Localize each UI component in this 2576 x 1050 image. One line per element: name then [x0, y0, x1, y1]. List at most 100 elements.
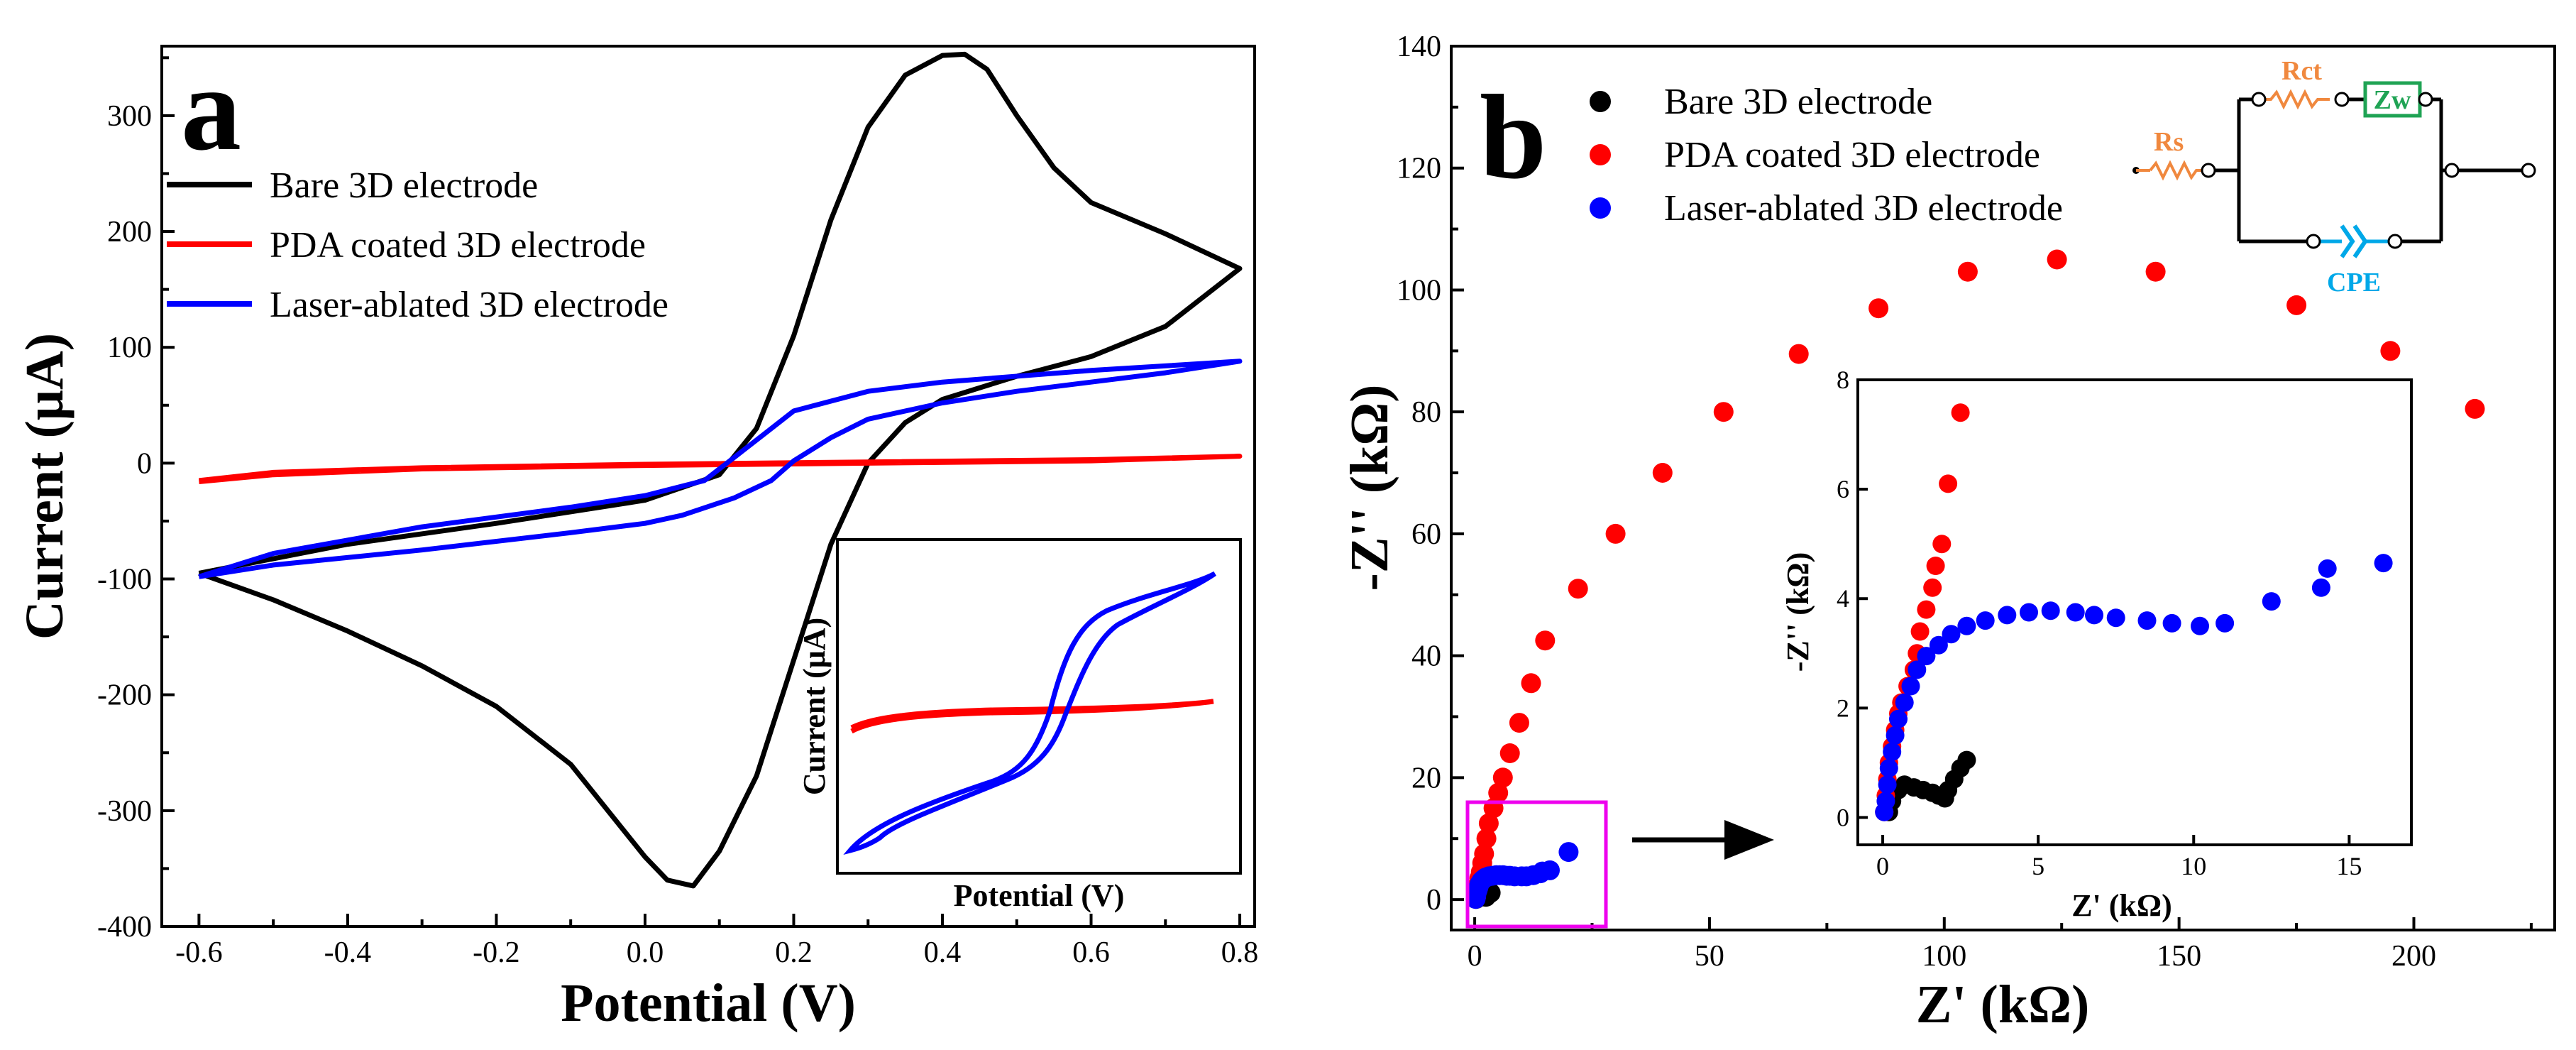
- b-x-tick-label: 0: [1468, 940, 1482, 973]
- panel-b-inset: 0 2 4 6 8 0 5 10 15 Z' (kΩ) -Z'' (kΩ): [1780, 366, 2413, 923]
- inset-laser-cv-curve: [843, 571, 1216, 855]
- panel-b-legend: Bare 3D electrode PDA coated 3D electrod…: [1590, 82, 2063, 229]
- bi-x-tick-label: 15: [2336, 852, 2362, 880]
- eis-point-pda-coated-3d-electrode: [2286, 295, 2307, 315]
- inset-eis-point-pda-coated-3d-electrode: [1910, 622, 1930, 641]
- panel-b-inset-series-group: [1875, 403, 2393, 821]
- eis-point-pda-coated-3d-electrode: [1568, 579, 1588, 599]
- inset-eis-point-laser-ablated-3d-electrode: [2311, 578, 2330, 597]
- panel-b-inset-y-title: -Z'' (kΩ): [1780, 552, 1815, 672]
- rs-label: Rs: [2154, 127, 2184, 157]
- legend-marker-bare-eis: [1590, 91, 1611, 112]
- legend-label-pda-cv: PDA coated 3D electrode: [270, 225, 646, 266]
- legend-label-bare-cv: Bare 3D electrode: [270, 165, 538, 206]
- panel-b-inset-x-title: Z' (kΩ): [2071, 888, 2172, 923]
- eis-point-pda-coated-3d-electrode: [1652, 463, 1673, 483]
- cpe-chevron-2-icon: [2352, 224, 2368, 258]
- inset-eis-point-laser-ablated-3d-electrode: [1895, 693, 1914, 712]
- panel-a-y-axis-title: Current (μA): [15, 333, 75, 640]
- inset-eis-point-laser-ablated-3d-electrode: [2066, 603, 2085, 622]
- b-y-tick-label: 0: [1426, 884, 1441, 917]
- inset-eis-point-laser-ablated-3d-electrode: [2162, 613, 2181, 633]
- b-y-tick-label: 140: [1397, 31, 1441, 63]
- panel-b-inset-x-ticks: 0 5 10 15: [1876, 835, 2362, 880]
- cv-curve-pda-coated-3d-electrode: [199, 454, 1243, 484]
- bi-x-tick-label: 5: [2032, 852, 2044, 880]
- a-x-tick-label: 0.6: [1072, 936, 1110, 969]
- inset-eis-point-laser-ablated-3d-electrode: [1917, 647, 1936, 666]
- legend-marker-laser-eis: [1590, 197, 1611, 219]
- inset-eis-point-pda-coated-3d-electrode: [1923, 578, 1942, 597]
- b-x-tick-label: 50: [1695, 940, 1724, 973]
- inset-eis-point-laser-ablated-3d-electrode: [1901, 677, 1920, 696]
- inset-eis-point-laser-ablated-3d-electrode: [1908, 660, 1927, 679]
- zoom-region-box: [1465, 800, 1608, 929]
- bi-y-tick-label: 6: [1837, 475, 1849, 503]
- panel-b-plot-frame: [1450, 45, 2556, 931]
- eis-point-pda-coated-3d-electrode: [2047, 249, 2067, 270]
- a-y-tick-label: 300: [107, 100, 152, 133]
- b-x-tick-label: 100: [1922, 940, 1966, 973]
- rct-resistor-symbol: [2259, 89, 2330, 110]
- panel-b-y-axis-title: -Z'' (kΩ): [1340, 385, 1399, 591]
- panel-a-x-axis-ticks: -0.6 -0.4 -0.2 0.0 0.2 0.4 0.6 0.8: [175, 914, 1258, 969]
- bi-y-tick-label: 0: [1837, 803, 1849, 831]
- b-y-tick-label: 80: [1411, 396, 1441, 429]
- inset-eis-point-laser-ablated-3d-electrode: [1998, 606, 2017, 625]
- inset-eis-point-laser-ablated-3d-electrode: [2216, 613, 2235, 633]
- panel-a-x-axis-title: Potential (V): [561, 973, 856, 1033]
- panel-a-inset-y-title: Current (μA): [797, 618, 832, 795]
- bi-y-tick-label: 2: [1837, 694, 1849, 722]
- panel-a-inset-x-title: Potential (V): [954, 878, 1125, 913]
- eis-point-pda-coated-3d-electrode: [1499, 743, 1520, 763]
- a-y-tick-label: 100: [107, 332, 152, 364]
- legend-label-laser-eis: Laser-ablated 3D electrode: [1664, 188, 2063, 229]
- panel-a-series-group: [198, 51, 1243, 889]
- panel-a-cv-chart: -400 -300 -200 -100 0 100 200 300 -0.6 -0.4 -0.2 0…: [15, 42, 1258, 1033]
- inset-eis-point-laser-ablated-3d-electrode: [2374, 554, 2393, 573]
- inset-eis-point-laser-ablated-3d-electrode: [2106, 608, 2125, 628]
- b-x-tick-label: 200: [2391, 940, 2436, 973]
- b-y-tick-label: 60: [1411, 518, 1441, 551]
- inset-eis-point-pda-coated-3d-electrode: [1932, 535, 1952, 554]
- inset-eis-point-bare-3d-electrode: [1957, 750, 1976, 770]
- inset-eis-point-laser-ablated-3d-electrode: [1883, 743, 1902, 761]
- inset-eis-point-laser-ablated-3d-electrode: [2020, 603, 2038, 622]
- panel-a-plot-frame: [160, 45, 1256, 928]
- eis-point-pda-coated-3d-electrode: [1713, 402, 1734, 422]
- eis-point-pda-coated-3d-electrode: [2465, 398, 2485, 419]
- rs-resistor-symbol: [2149, 160, 2208, 181]
- a-x-tick-label: -0.4: [324, 936, 372, 969]
- a-x-tick-label: 0.0: [627, 936, 664, 969]
- a-x-tick-label: -0.6: [175, 936, 223, 969]
- panel-b-x-axis-title: Z' (kΩ): [1916, 975, 2090, 1034]
- inset-eis-point-laser-ablated-3d-electrode: [1929, 635, 1948, 655]
- a-x-tick-label: 0.8: [1221, 936, 1259, 969]
- panel-b-letter: b: [1480, 70, 1547, 204]
- a-y-tick-label: 200: [107, 216, 152, 248]
- panel-b-x-axis-ticks: 0 50 100 150 200: [1468, 917, 2533, 973]
- b-y-tick-label: 120: [1397, 153, 1441, 185]
- inset-pda-cv-curve: [850, 699, 1214, 734]
- inset-eis-point-laser-ablated-3d-electrode: [2085, 606, 2103, 625]
- cv-curve-laser-ablated-3d-electrode: [198, 359, 1243, 579]
- inset-eis-point-laser-ablated-3d-electrode: [1889, 709, 1908, 728]
- eis-point-pda-coated-3d-electrode: [1788, 344, 1809, 364]
- cv-curve-bare-3d-electrode: [198, 51, 1243, 889]
- cpe-chevron-1-icon: [2340, 224, 2355, 258]
- eis-point-pda-coated-3d-electrode: [1478, 813, 1499, 833]
- eis-point-pda-coated-3d-electrode: [1492, 767, 1513, 788]
- inset-eis-point-laser-ablated-3d-electrode: [2041, 601, 2060, 620]
- b-y-tick-label: 100: [1397, 274, 1441, 307]
- b-x-tick-label: 150: [2157, 940, 2201, 973]
- bi-x-tick-label: 0: [1876, 852, 1889, 880]
- eis-point-pda-coated-3d-electrode: [1474, 843, 1495, 864]
- inset-eis-point-laser-ablated-3d-electrode: [1976, 611, 1995, 630]
- a-y-tick-label: -300: [97, 795, 152, 828]
- a-y-tick-label: -400: [97, 911, 152, 944]
- eis-point-pda-coated-3d-electrode: [1535, 630, 1556, 651]
- a-x-tick-label: -0.2: [473, 936, 520, 969]
- panel-a-letter: a: [181, 42, 241, 175]
- eis-point-pda-coated-3d-electrode: [1488, 782, 1509, 803]
